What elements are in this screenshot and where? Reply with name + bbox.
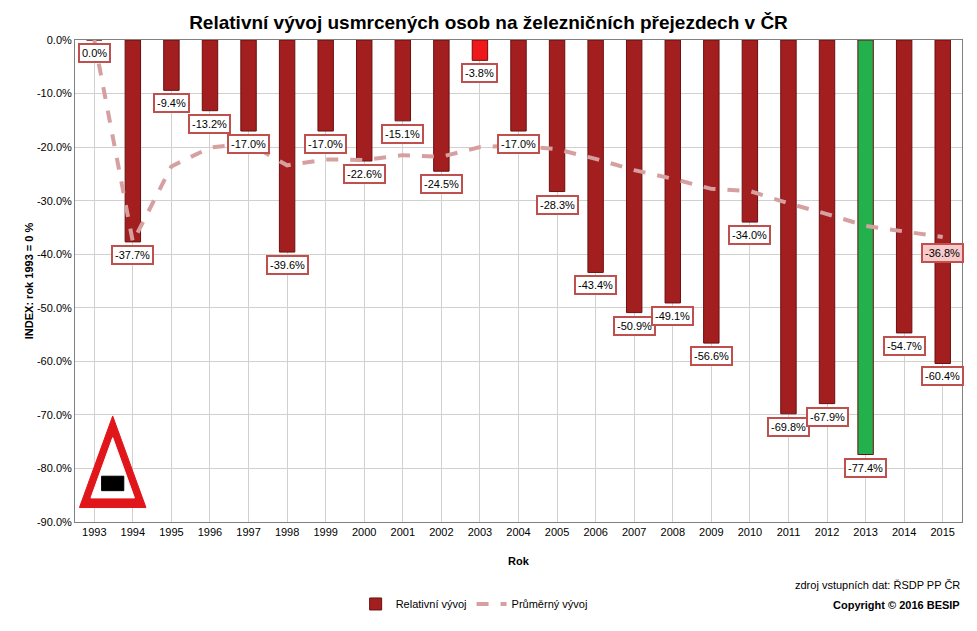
svg-text:2007: 2007: [622, 526, 646, 538]
svg-text:2003: 2003: [468, 526, 492, 538]
svg-text:2014: 2014: [892, 526, 916, 538]
svg-text:1995: 1995: [159, 526, 183, 538]
svg-text:-49.1%: -49.1%: [655, 310, 690, 322]
svg-text:INDEX: rok 1993 = 0 %: INDEX: rok 1993 = 0 %: [23, 223, 35, 340]
svg-text:1999: 1999: [313, 526, 337, 538]
svg-text:2004: 2004: [506, 526, 530, 538]
svg-text:-50.0%: -50.0%: [37, 302, 72, 314]
svg-text:2010: 2010: [738, 526, 762, 538]
svg-text:-37.7%: -37.7%: [115, 249, 150, 261]
svg-text:2013: 2013: [853, 526, 877, 538]
svg-text:2002: 2002: [429, 526, 453, 538]
svg-text:-3.8%: -3.8%: [465, 67, 494, 79]
svg-text:1997: 1997: [236, 526, 260, 538]
svg-text:-36.8%: -36.8%: [925, 247, 960, 259]
svg-text:-34.0%: -34.0%: [732, 229, 767, 241]
svg-text:-60.4%: -60.4%: [925, 370, 960, 382]
svg-text:-69.8%: -69.8%: [771, 421, 806, 433]
svg-text:Relativní vývoj usmrcených oso: Relativní vývoj usmrcených osob na želez…: [189, 12, 788, 33]
svg-text:-24.5%: -24.5%: [424, 178, 459, 190]
svg-text:Průměrný vývoj: Průměrný vývoj: [512, 598, 588, 610]
svg-text:-60.0%: -60.0%: [37, 355, 72, 367]
svg-text:-10.0%: -10.0%: [37, 87, 72, 99]
svg-text:-17.0%: -17.0%: [231, 138, 266, 150]
svg-text:2008: 2008: [661, 526, 685, 538]
svg-text:1996: 1996: [198, 526, 222, 538]
svg-text:2015: 2015: [930, 526, 954, 538]
svg-text:2012: 2012: [815, 526, 839, 538]
svg-text:-13.2%: -13.2%: [192, 118, 227, 130]
svg-text:-77.4%: -77.4%: [848, 462, 883, 474]
svg-text:1993: 1993: [82, 526, 106, 538]
svg-text:-17.0%: -17.0%: [308, 138, 343, 150]
svg-text:-40.0%: -40.0%: [37, 248, 72, 260]
svg-text:-28.3%: -28.3%: [540, 199, 575, 211]
svg-text:1994: 1994: [121, 526, 145, 538]
svg-text:0.0%: 0.0%: [47, 34, 72, 46]
svg-text:-56.6%: -56.6%: [694, 350, 729, 362]
svg-text:-39.6%: -39.6%: [270, 259, 305, 271]
svg-text:2001: 2001: [391, 526, 415, 538]
svg-text:-70.0%: -70.0%: [37, 409, 72, 421]
svg-text:-54.7%: -54.7%: [887, 340, 922, 352]
svg-text:-50.9%: -50.9%: [617, 320, 652, 332]
svg-text:-20.0%: -20.0%: [37, 141, 72, 153]
svg-text:-15.1%: -15.1%: [385, 128, 420, 140]
svg-text:zdroj vstupních dat: ŘSDP PP Č: zdroj vstupních dat: ŘSDP PP ČR: [795, 579, 960, 591]
svg-text:-43.4%: -43.4%: [578, 279, 613, 291]
svg-text:2005: 2005: [545, 526, 569, 538]
svg-text:2006: 2006: [583, 526, 607, 538]
svg-text:-80.0%: -80.0%: [37, 462, 72, 474]
svg-text:-9.4%: -9.4%: [157, 97, 186, 109]
svg-text:-67.9%: -67.9%: [810, 411, 845, 423]
svg-text:-30.0%: -30.0%: [37, 195, 72, 207]
svg-text:Rok: Rok: [508, 555, 530, 567]
svg-text:0.0%: 0.0%: [82, 47, 107, 59]
svg-text:2000: 2000: [352, 526, 376, 538]
svg-text:-90.0%: -90.0%: [37, 516, 72, 528]
svg-text:2009: 2009: [699, 526, 723, 538]
svg-text:2011: 2011: [777, 526, 801, 538]
svg-text:Copyright © 2016 BESIP: Copyright © 2016 BESIP: [833, 599, 960, 611]
svg-text:-17.0%: -17.0%: [501, 138, 536, 150]
svg-text:-22.6%: -22.6%: [347, 168, 382, 180]
svg-text:1998: 1998: [275, 526, 299, 538]
svg-text:Relativní vývoj: Relativní vývoj: [396, 598, 467, 610]
